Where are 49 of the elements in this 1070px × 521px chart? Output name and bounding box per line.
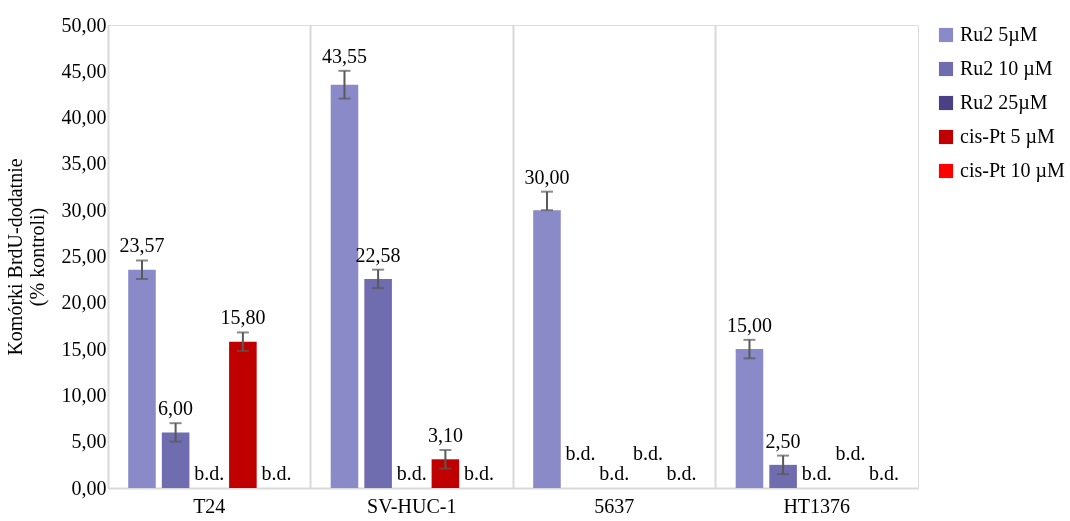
y-tick-label: 40,00 [61,106,107,129]
text: b.d. [801,462,832,484]
bar [161,432,190,488]
legend-label: cis-Pt 10 µM [960,159,1066,182]
y-tick-label: 50,00 [61,13,107,36]
legend-label: cis-Pt 5 µM [960,125,1056,148]
legend-label: Ru2 10 µM [960,57,1053,80]
text: b.d. [464,462,495,484]
y-tick-label: 35,00 [61,152,107,175]
text: b.d. [835,442,866,464]
text: b.d. [565,442,596,464]
text: b.d. [666,462,697,484]
text: b.d. [396,462,427,484]
text: b.d. [632,442,663,464]
y-tick-label: 25,00 [61,245,107,267]
data-label: 22,58 [355,243,401,266]
y-tick-label: 5,00 [71,430,107,453]
text: b.d. [261,462,292,484]
y-tick-label: 10,00 [61,383,107,406]
data-label: 3,10 [427,424,463,447]
bar [533,210,561,488]
y-tick-label: 30,00 [61,198,107,221]
bar [431,459,460,488]
y-tick-label: 45,00 [61,59,107,82]
x-tick-label: 5637 [594,494,635,517]
legend-label: Ru2 5µM [960,23,1038,46]
bar [364,278,392,488]
bar [735,349,764,488]
data-label: 30,00 [524,165,570,188]
x-tick-label: HT1376 [783,494,851,517]
legend-label: Ru2 25µM [960,91,1048,114]
bar [128,269,156,488]
y-axis-title: Komórki BrdU-dodatnie (% kontroli) [3,158,49,356]
data-label: 6,00 [158,397,194,420]
y-tick-label: 20,00 [61,291,107,314]
data-label: 43,55 [321,44,367,67]
text: b.d. [194,462,225,484]
bar [769,464,797,488]
data-label: 23,57 [119,234,165,257]
x-tick-label: SV-HUC-1 [367,494,457,517]
data-label: 2,50 [765,429,801,452]
data-label: 15,80 [220,306,266,329]
text: b.d. [869,462,900,484]
bar [229,341,257,488]
text: b.d. [599,462,630,484]
y-tick-label: 0,00 [71,476,107,499]
y-tick-label: 15,00 [61,337,107,360]
x-tick-label: T24 [193,494,226,517]
data-label: 15,00 [726,313,772,336]
